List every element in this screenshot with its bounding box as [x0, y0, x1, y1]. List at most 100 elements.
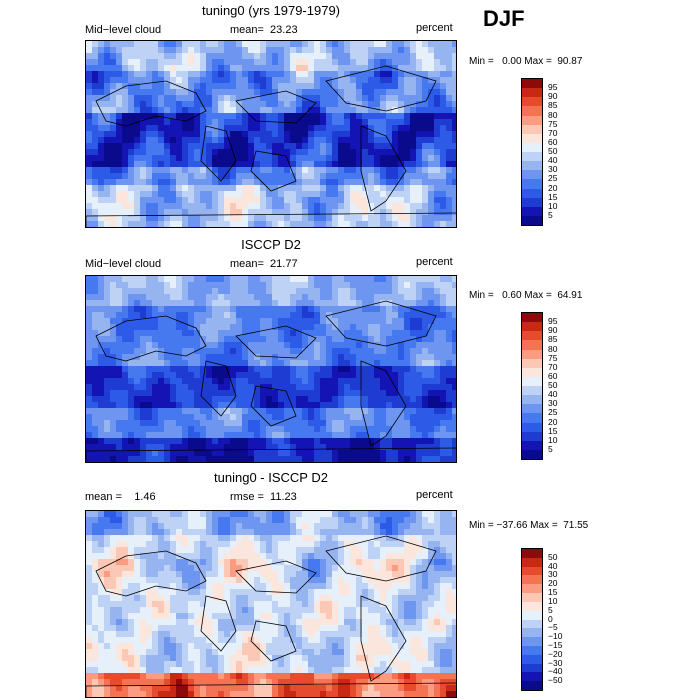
field-cell	[194, 372, 201, 379]
field-cell	[92, 185, 99, 192]
field-cell	[176, 155, 183, 162]
field-cell	[152, 173, 159, 180]
field-cell	[320, 41, 327, 48]
field-cell	[92, 113, 99, 120]
field-cell	[302, 348, 309, 355]
field-cell	[356, 511, 363, 518]
field-cell	[86, 209, 93, 216]
field-cell	[434, 83, 441, 90]
field-cell	[230, 89, 237, 96]
field-cell	[116, 462, 123, 463]
field-cell	[266, 517, 273, 524]
field-cell	[398, 107, 405, 114]
field-cell	[212, 390, 219, 397]
field-cell	[104, 306, 111, 313]
field-cell	[110, 294, 117, 301]
field-cell	[194, 137, 201, 144]
field-cell	[194, 559, 201, 566]
field-cell	[416, 209, 423, 216]
field-cell	[212, 523, 219, 530]
field-cell	[434, 306, 441, 313]
field-cell	[278, 414, 285, 421]
field-cell	[314, 306, 321, 313]
field-cell	[206, 372, 213, 379]
field-cell	[212, 95, 219, 102]
field-cell	[140, 583, 147, 590]
field-cell	[380, 95, 387, 102]
field-cell	[362, 155, 369, 162]
field-cell	[224, 444, 231, 451]
field-cell	[248, 571, 255, 578]
field-cell	[194, 209, 201, 216]
field-cell	[182, 113, 189, 120]
field-cell	[272, 101, 279, 108]
field-cell	[128, 155, 135, 162]
coastline	[360, 360, 407, 447]
field-cell	[386, 131, 393, 138]
field-cell	[272, 173, 279, 180]
field-cell	[164, 197, 171, 204]
field-cell	[446, 444, 453, 451]
field-cell	[146, 101, 153, 108]
field-cell	[356, 342, 363, 349]
field-cell	[158, 77, 165, 84]
field-cell	[314, 517, 321, 524]
field-cell	[434, 511, 441, 518]
field-cell	[428, 288, 435, 295]
field-cell	[392, 354, 399, 361]
field-cell	[290, 276, 297, 283]
field-cell	[296, 59, 303, 66]
field-cell	[362, 450, 369, 457]
field-cell	[104, 360, 111, 367]
field-cell	[416, 541, 423, 548]
field-cell	[116, 143, 123, 150]
field-cell	[410, 450, 417, 457]
field-cell	[254, 47, 261, 54]
field-cell	[416, 215, 423, 222]
field-cell	[158, 47, 165, 54]
field-cell	[152, 577, 159, 584]
field-cell	[266, 65, 273, 72]
field-cell	[440, 107, 447, 114]
field-cell	[248, 276, 255, 283]
field-cell	[368, 209, 375, 216]
field-cell	[248, 71, 255, 78]
field-cell	[380, 553, 387, 560]
field-cell	[200, 113, 207, 120]
field-cell	[98, 107, 105, 114]
field-cell	[440, 456, 447, 462]
field-cell	[272, 450, 279, 457]
field-cell	[326, 553, 333, 560]
field-cell	[440, 450, 447, 457]
field-cell	[350, 155, 357, 162]
field-cell	[296, 547, 303, 554]
field-cell	[422, 101, 429, 108]
field-cell	[374, 571, 381, 578]
field-cell	[170, 131, 177, 138]
field-cell	[284, 227, 291, 228]
colorbar-swatch	[522, 133, 542, 143]
field-cell	[344, 47, 351, 54]
field-cell	[242, 583, 249, 590]
field-cell	[260, 517, 267, 524]
field-cell	[116, 342, 123, 349]
field-cell	[290, 372, 297, 379]
field-cell	[422, 131, 429, 138]
field-cell	[242, 137, 249, 144]
field-cell	[452, 312, 456, 319]
field-cell	[434, 523, 441, 530]
field-cell	[380, 318, 387, 325]
field-cell	[392, 565, 399, 572]
field-cell	[254, 83, 261, 90]
field-cell	[182, 83, 189, 90]
field-cell	[344, 517, 351, 524]
field-cell	[308, 125, 315, 132]
field-cell	[200, 203, 207, 210]
field-cell	[284, 95, 291, 102]
field-cell	[332, 173, 339, 180]
field-cell	[266, 137, 273, 144]
field-cell	[182, 47, 189, 54]
field-cell	[428, 83, 435, 90]
field-cell	[278, 378, 285, 385]
field-cell	[152, 595, 159, 602]
